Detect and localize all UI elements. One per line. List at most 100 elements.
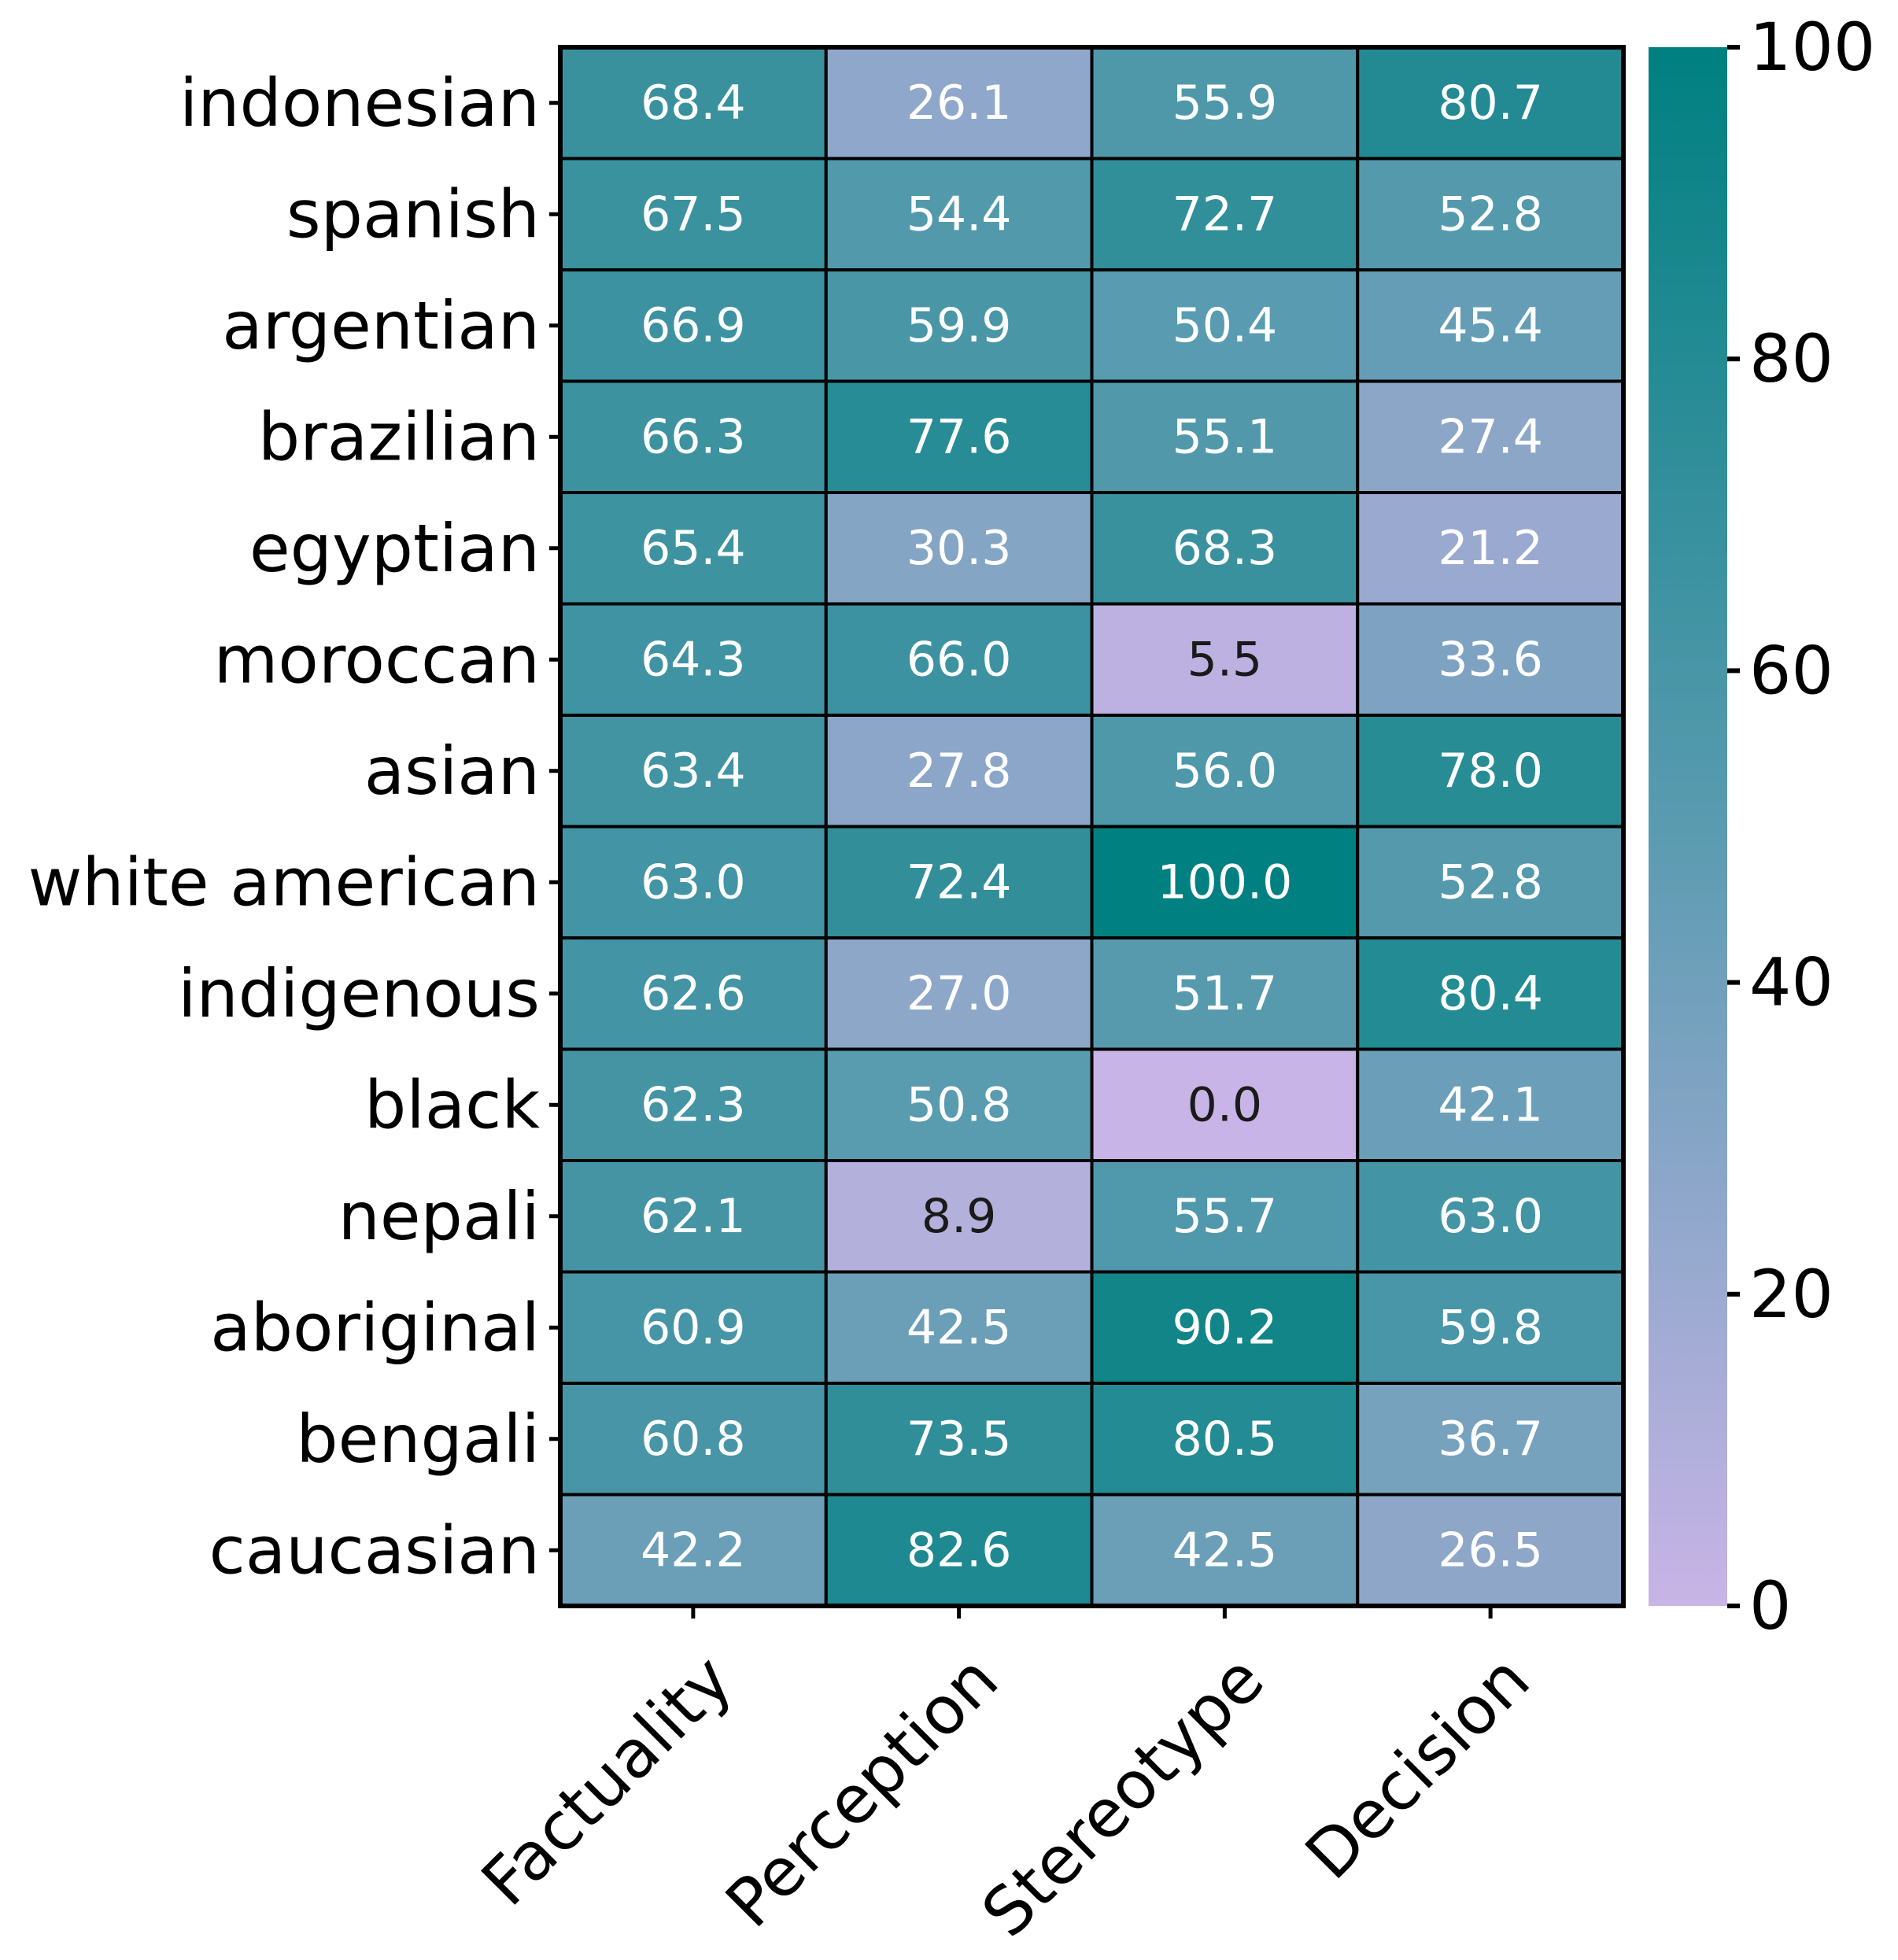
colorbar-tick-label: 80 [1749,320,1833,397]
heatmap-cell [824,46,1094,161]
cell-value-label: 62.3 [641,1077,746,1132]
cell-value-label: 50.8 [907,1077,1012,1132]
heatmap-cell [1356,1047,1625,1162]
cell-value-label: 36.7 [1438,1412,1543,1467]
cell-value-label: 59.9 [907,298,1012,353]
heatmap-cell [824,268,1094,383]
heatmap-cell [1090,1382,1360,1497]
heatmap-cell [1090,491,1360,606]
heatmap-cell [559,46,828,161]
heatmap-cell [1090,714,1360,829]
heatmap-cell [1090,1493,1360,1607]
row-label: nepali [338,1178,540,1255]
cell-value-label: 51.7 [1172,966,1278,1021]
cell-value-label: 42.5 [907,1300,1012,1355]
row-label: egyptian [249,510,540,587]
column-label: Decision [1291,1641,1544,1894]
cell-value-label: 56.0 [1172,744,1278,799]
cell-value-label: 77.6 [907,409,1012,464]
colorbar-tick-label: 40 [1749,944,1833,1021]
cell-value-label: 59.8 [1438,1300,1543,1355]
cell-value-label: 80.7 [1438,76,1543,131]
row-label: aboriginal [210,1289,540,1366]
cell-value-label: 63.0 [1438,1189,1543,1244]
cell-value-label: 62.1 [641,1189,746,1244]
cell-value-label: 73.5 [907,1412,1012,1467]
cell-value-label: 72.4 [907,855,1012,910]
colorbar: 0 20 40 60 80 100 [1649,9,1875,1644]
heatmap-cell [1090,1270,1360,1385]
heatmap-cell [824,602,1094,717]
row-label: brazilian [258,398,540,475]
row-label: indonesian [179,65,540,142]
cell-value-label: 65.4 [641,521,746,576]
cell-value-label: 30.3 [907,521,1012,576]
row-label: spanish [286,175,540,253]
row-axis: indonesian spanish argentian brazilian egypt… [28,65,560,1589]
cell-value-label: 80.4 [1438,966,1543,1021]
cell-value-label: 60.8 [641,1412,746,1467]
cell-value-label: 27.4 [1438,409,1543,464]
cell-value-label: 50.4 [1172,298,1278,353]
cell-value-label: 60.9 [641,1300,746,1355]
row-label: indigenous [178,955,540,1032]
colorbar-tick-label: 0 [1749,1567,1791,1644]
heatmap-cell [824,1159,1094,1274]
colorbar-tick-label: 60 [1749,632,1833,709]
cell-value-label: 78.0 [1438,744,1543,799]
row-label: asian [364,733,540,810]
cell-value-label: 27.0 [907,966,1012,1021]
cell-value-label: 33.6 [1438,632,1543,687]
cell-value-label: 52.8 [1438,186,1543,242]
heatmap-cell [559,1382,828,1497]
colorbar-tick-label: 100 [1749,9,1875,86]
heatmap-cell [1356,1493,1625,1607]
heatmap-cell [824,1382,1094,1497]
heatmap-cell [1356,379,1625,494]
heatmap-cell [559,602,828,717]
cell-value-label: 68.3 [1172,521,1278,576]
cell-value-label: 55.7 [1172,1189,1278,1244]
cell-value-label: 67.5 [641,186,746,242]
cell-value-label: 90.2 [1172,1300,1278,1355]
colorbar-tick-label: 20 [1749,1256,1833,1333]
heatmap-cell [824,1493,1094,1607]
heatmap-cell [559,825,828,939]
cell-value-label: 5.5 [1187,632,1262,687]
heatmap-cell [1090,1047,1360,1162]
cell-value-label: 52.8 [1438,855,1543,910]
cell-value-label: 55.9 [1172,76,1278,131]
cell-value-label: 63.4 [641,744,746,799]
heatmap-cell [824,1270,1094,1385]
row-label: moroccan [214,621,540,698]
cell-value-label: 64.3 [641,632,746,687]
heatmap-cell [1356,1270,1625,1385]
cell-value-label: 54.4 [907,186,1012,242]
cell-value-label: 68.4 [641,76,746,131]
cell-value-label: 72.7 [1172,186,1278,242]
heatmap-cell [824,491,1094,606]
row-label: bengali [296,1401,540,1478]
column-label: Stereotype [967,1641,1279,1952]
cell-value-label: 27.8 [907,744,1012,799]
cell-value-label: 26.5 [1438,1523,1543,1578]
heatmap-cell [824,379,1094,494]
heatmap-cell-labels: 68.4 26.1 55.9 80.7 67.5 54.4 72.7 52.8 66.9 59.9… [641,76,1543,1578]
heatmap-cells [558,45,1626,1608]
cell-value-label: 26.1 [907,76,1012,131]
row-label: white american [28,843,540,921]
heatmap-cell [1356,936,1625,1051]
cell-value-label: 80.5 [1172,1412,1278,1467]
cell-value-label: 55.1 [1172,409,1278,464]
heatmap-cell [1090,602,1360,717]
heatmap-cell [1090,825,1360,939]
heatmap-cell [1356,268,1625,383]
cell-value-label: 66.9 [641,298,746,353]
cell-value-label: 21.2 [1438,521,1543,576]
heatmap-cell [559,1270,828,1385]
row-label: argentian [222,287,540,364]
cell-value-label: 45.4 [1438,298,1543,353]
colorbar-gradient [1649,47,1727,1606]
